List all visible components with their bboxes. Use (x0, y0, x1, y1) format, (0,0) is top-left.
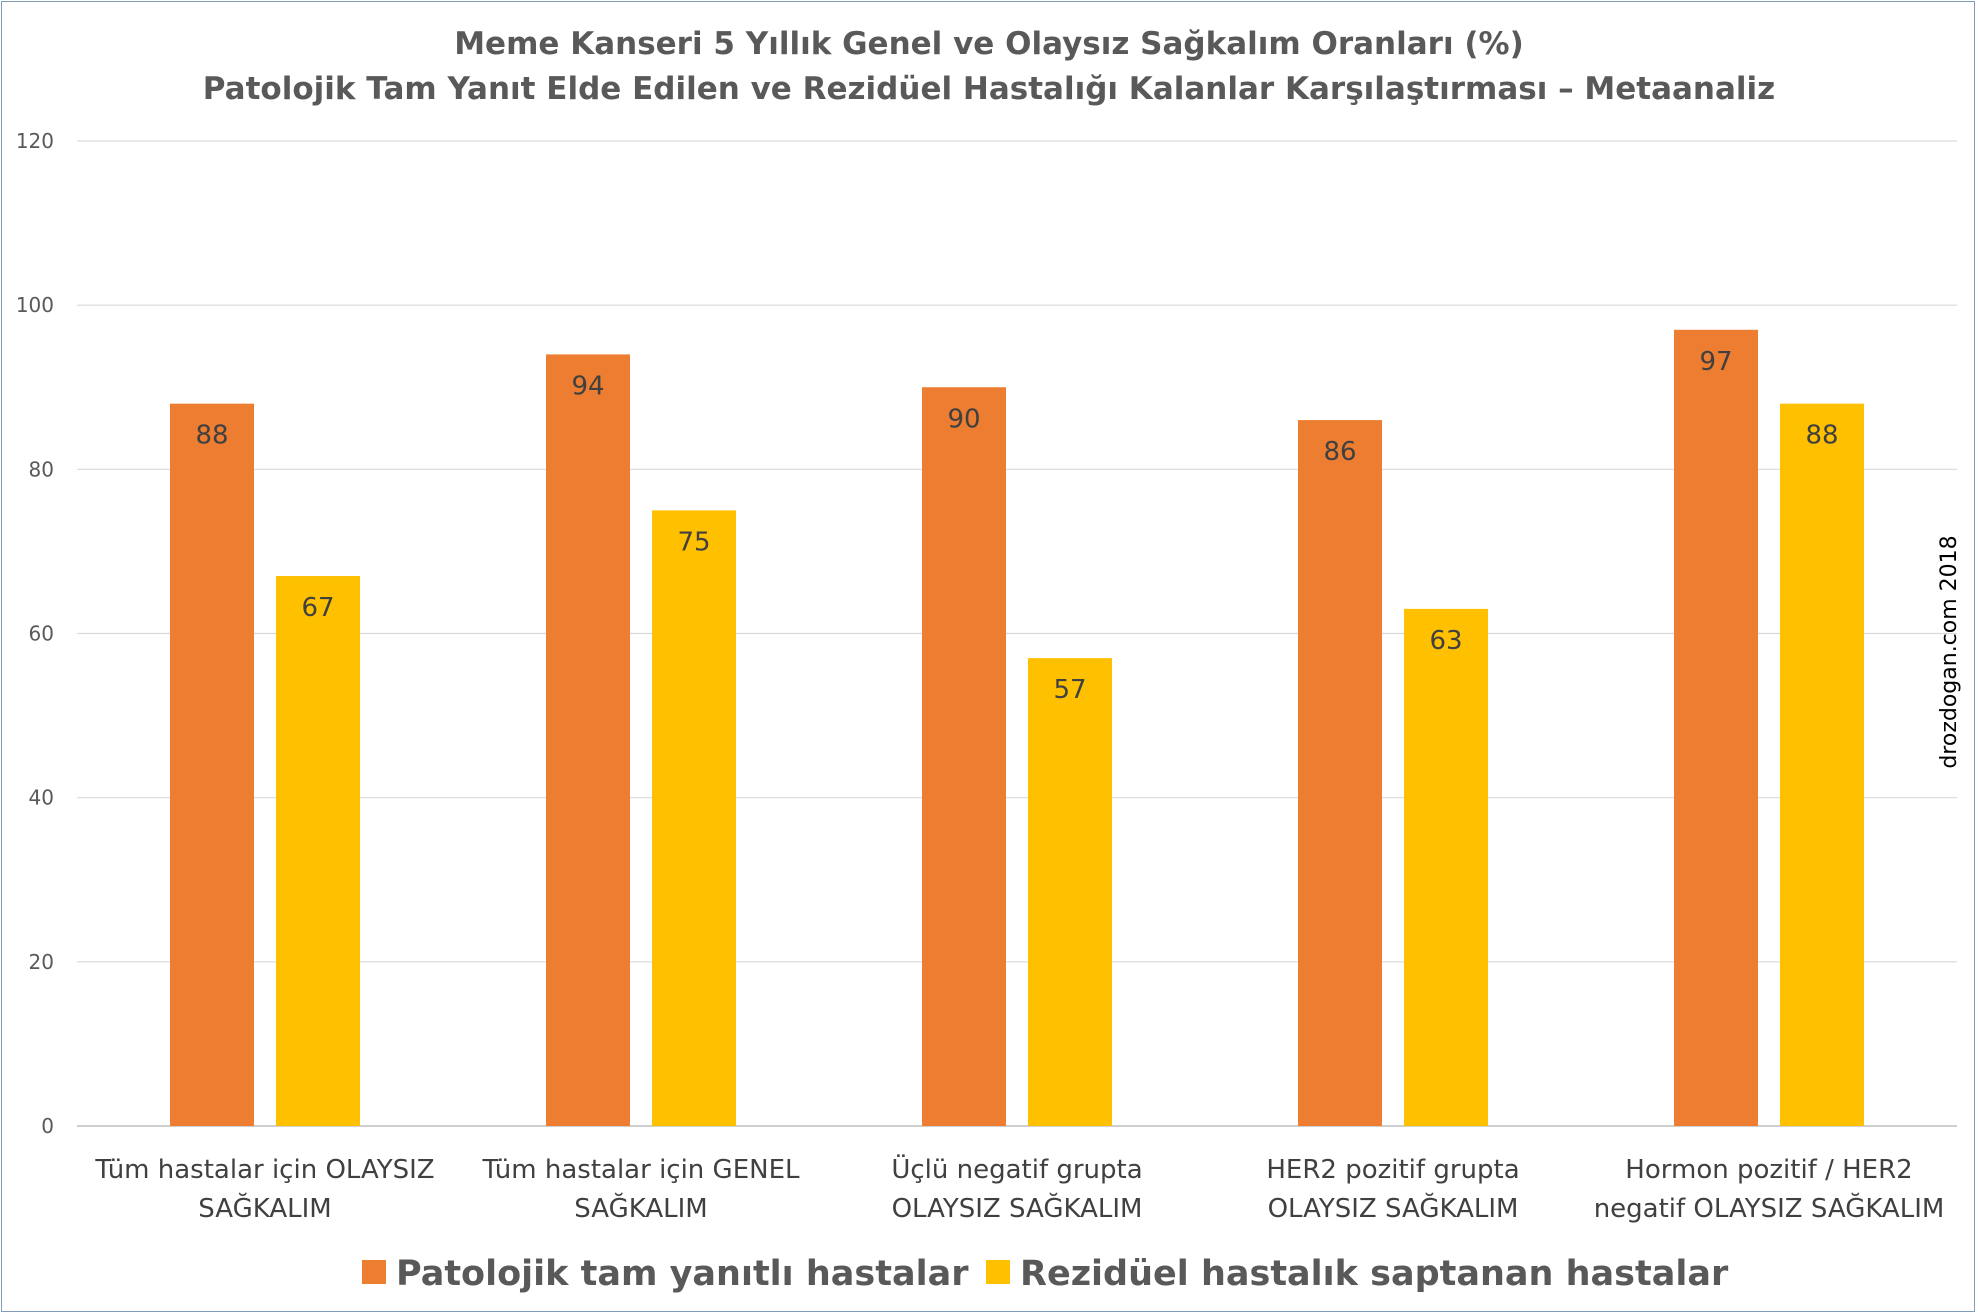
y-tick-label: 0 (41, 1114, 54, 1138)
chart-title-line-1: Meme Kanseri 5 Yıllık Genel ve Olaysız S… (454, 26, 1524, 62)
data-label: 63 (1429, 626, 1462, 656)
legend-swatch (362, 1260, 386, 1284)
bar (1028, 658, 1112, 1126)
x-axis: Tüm hastalar için OLAYSIZ SAĞKALIM Tüm has… (94, 1153, 1944, 1224)
chart-title: Meme Kanseri 5 Yıllık Genel ve Olaysız S… (203, 26, 1775, 107)
legend: Patolojik tam yanıtlı hastalar Rezidüel h… (362, 1254, 1729, 1294)
bar (1298, 420, 1382, 1126)
bar (546, 354, 630, 1127)
y-axis: 0 20 40 60 80 100 120 (16, 129, 54, 1138)
bar (922, 387, 1006, 1126)
y-tick-label: 40 (29, 786, 54, 810)
data-label: 75 (677, 527, 710, 557)
bar (1780, 403, 1864, 1127)
legend-swatch (986, 1260, 1010, 1284)
bar (1404, 608, 1488, 1126)
y-tick-label: 100 (16, 293, 54, 317)
bar (1674, 329, 1758, 1127)
x-tick-label: SAĞKALIM (574, 1192, 707, 1224)
x-tick-label: HER2 pozitif grupta (1266, 1155, 1519, 1185)
y-tick-label: 120 (16, 129, 54, 153)
x-tick-label: Hormon pozitif / HER2 (1625, 1155, 1912, 1185)
data-label: 97 (1699, 347, 1732, 377)
watermark: drozdogan.com 2018 (1937, 535, 1962, 768)
data-label: 90 (947, 404, 980, 434)
bar (170, 403, 254, 1127)
x-tick-label: Tüm hastalar için GENEL (481, 1155, 800, 1185)
data-label: 94 (571, 371, 604, 401)
legend-label: Rezidüel hastalık saptanan hastalar (1020, 1254, 1729, 1294)
data-label: 67 (301, 593, 334, 623)
chart-title-line-2: Patolojik Tam Yanıt Elde Edilen ve Rezid… (203, 71, 1775, 107)
x-tick-label: OLAYSIZ SAĞKALIM (1268, 1192, 1519, 1224)
x-tick-label: OLAYSIZ SAĞKALIM (892, 1192, 1143, 1224)
data-labels: 88 67 94 75 90 57 86 63 97 88 (195, 347, 1838, 705)
bar (652, 510, 736, 1126)
data-label: 88 (195, 421, 228, 451)
data-label: 57 (1053, 675, 1086, 705)
bars (170, 329, 1864, 1127)
y-tick-label: 20 (29, 950, 54, 974)
x-tick-label: Tüm hastalar için OLAYSIZ (94, 1155, 434, 1185)
y-tick-label: 80 (29, 457, 54, 481)
bar (276, 576, 360, 1126)
x-tick-label: negatif OLAYSIZ SAĞKALIM (1594, 1192, 1945, 1224)
y-tick-label: 60 (29, 622, 54, 646)
legend-label: Patolojik tam yanıtlı hastalar (396, 1254, 969, 1294)
x-tick-label: SAĞKALIM (198, 1192, 331, 1224)
x-tick-label: Üçlü negatif grupta (891, 1153, 1142, 1185)
data-label: 86 (1323, 437, 1356, 467)
gridlines (77, 140, 1957, 1127)
data-label: 88 (1805, 421, 1838, 451)
